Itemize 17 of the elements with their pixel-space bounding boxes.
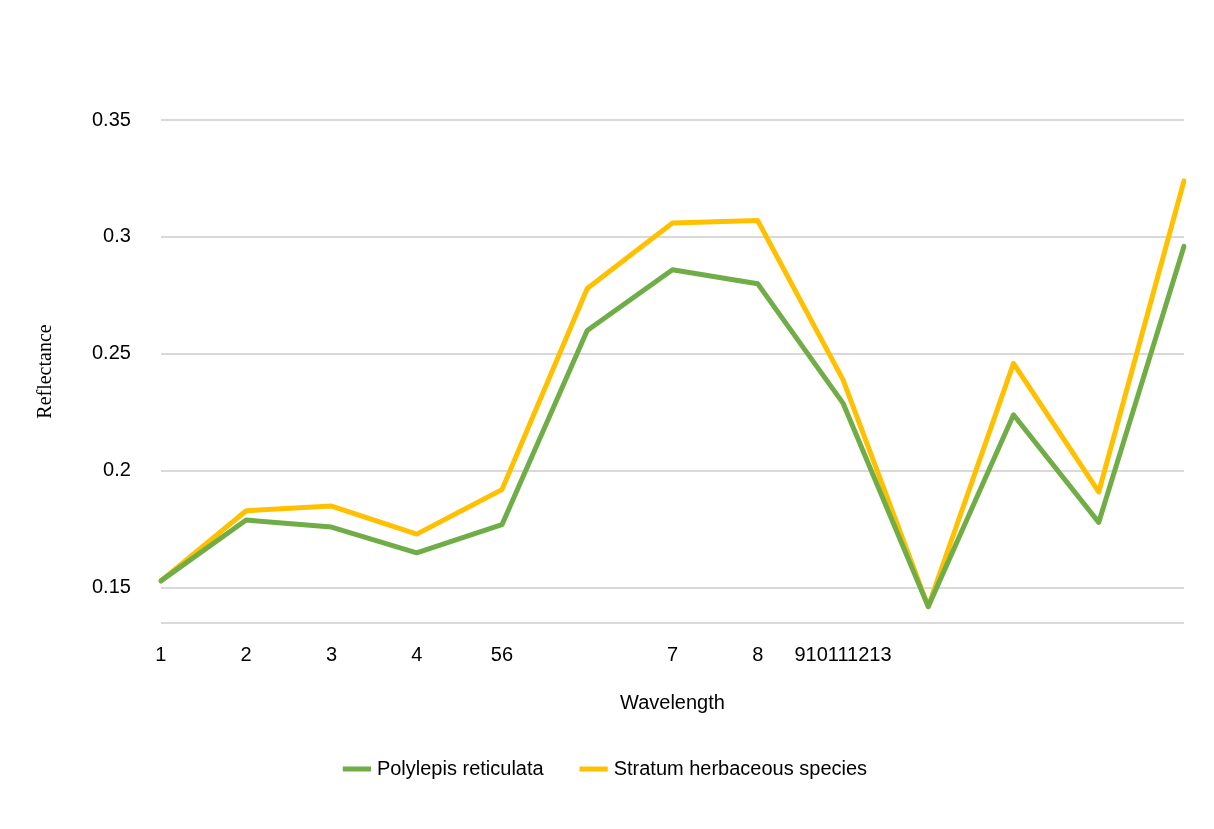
x-tick-label: 910111213 [794,642,892,665]
x-axis-title: Wavelength [620,690,725,713]
x-tick-label: 1 [155,642,167,665]
legend-label: Polylepis reticulata [376,756,545,779]
x-tick-label: 4 [411,642,423,665]
y-tick-label: 0.15 [91,575,131,598]
x-tick-label: 3 [325,642,337,665]
x-tick-label: 8 [752,642,764,665]
legend-label: Stratum herbaceous species [613,756,868,779]
y-tick-label: 0.2 [103,458,131,481]
x-tick-label: 7 [666,642,679,665]
y-axis-title: Reflectance [33,324,56,419]
y-tick-label: 0.35 [91,107,131,130]
x-tick-label: 56 [490,642,514,665]
y-tick-label: 0.3 [103,224,131,247]
x-tick-label: 2 [240,642,252,665]
y-tick-label: 0.25 [91,341,131,364]
